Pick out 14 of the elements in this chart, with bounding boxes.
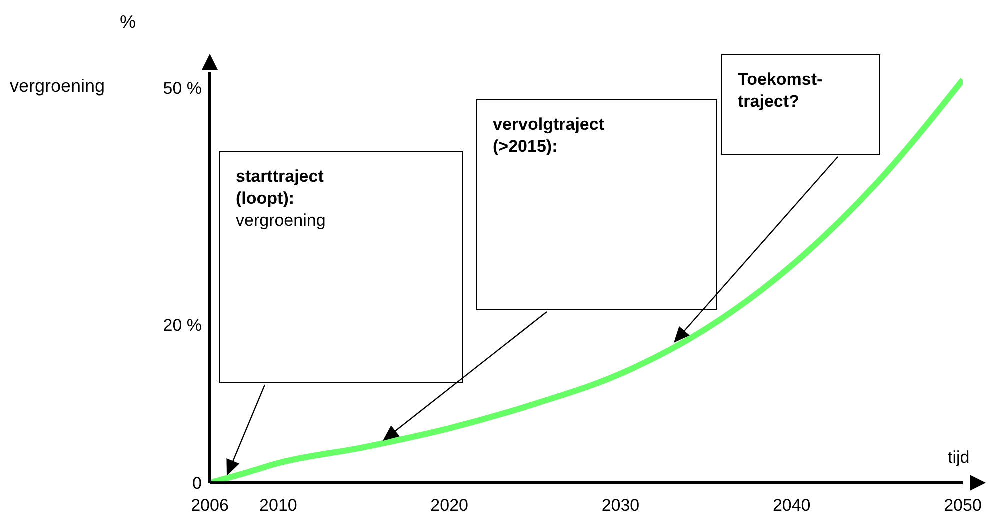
x-tick-label: 2006 (191, 496, 229, 516)
x-tick-label: 2020 (430, 496, 469, 516)
x-tick-label: 2030 (602, 496, 640, 516)
y-tick-label: 50 % (163, 78, 202, 98)
annotation: Toekomst- traject? (738, 70, 823, 111)
x-tick-label: 2010 (260, 496, 298, 516)
text: % vergroening (10, 12, 136, 96)
x-tick-label: 2040 (772, 496, 811, 516)
y-tick-label: 0 (192, 474, 202, 494)
x-axis-title: tijd (948, 448, 970, 468)
x-tick-label: 2050 (944, 496, 982, 516)
annotation: vervolgtraject (>2015): (493, 115, 605, 156)
y-tick-label: 20 % (163, 316, 202, 335)
annotation: starttraject (loopt): vergroening (236, 167, 326, 230)
